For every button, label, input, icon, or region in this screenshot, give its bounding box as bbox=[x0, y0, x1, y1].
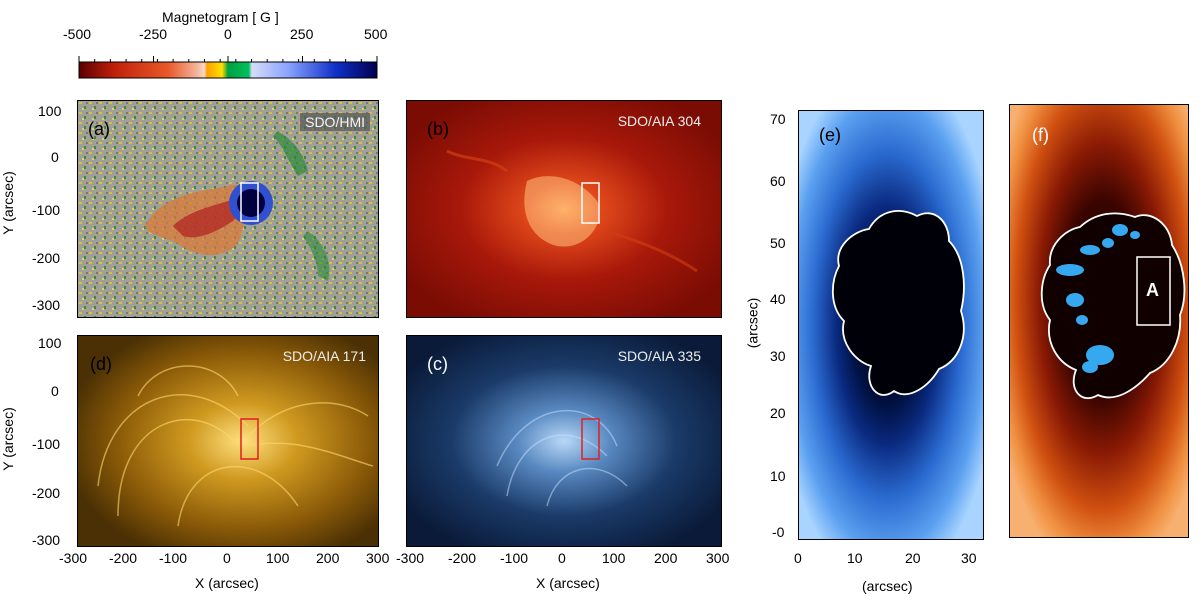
ytick-top-neg100: -100 bbox=[32, 202, 61, 218]
xtick-l-100: 100 bbox=[266, 550, 290, 566]
xtick-r-neg300: -300 bbox=[396, 550, 425, 566]
panel-e-y-title: (arcsec) bbox=[744, 297, 761, 349]
xtick-e-20: 20 bbox=[905, 550, 921, 566]
xtick-l-neg200: -200 bbox=[109, 550, 138, 566]
xtick-e-0: 0 bbox=[794, 550, 802, 566]
xtick-l-neg100: -100 bbox=[159, 550, 188, 566]
panel-d-instrument: SDO/AIA 171 bbox=[282, 348, 366, 364]
panel-e-image bbox=[799, 111, 983, 539]
colorbar-tick-250: 250 bbox=[290, 26, 314, 42]
xtick-l-0: 0 bbox=[223, 550, 231, 566]
ytick-top-100: 100 bbox=[38, 103, 62, 119]
xtick-r-100: 100 bbox=[602, 550, 626, 566]
ytick-bot-100: 100 bbox=[38, 335, 62, 351]
panel-f-tag: (f) bbox=[1032, 125, 1049, 145]
ytick-bot-neg200: -200 bbox=[32, 485, 61, 501]
region-a-label: A bbox=[1146, 280, 1159, 300]
ytick-e-10: 10 bbox=[770, 468, 786, 484]
panel-c-aia335: (c) SDO/AIA 335 bbox=[406, 335, 722, 547]
colorbar-gradient bbox=[78, 61, 378, 79]
ytick-bot-0: 0 bbox=[51, 383, 59, 399]
ytick-e-40: 40 bbox=[770, 291, 786, 307]
xtick-e-30: 30 bbox=[961, 550, 977, 566]
ytick-bot-neg100: -100 bbox=[32, 436, 61, 452]
xtick-r-300: 300 bbox=[706, 550, 730, 566]
panel-c-image bbox=[407, 336, 721, 546]
colorbar-tick-500: 500 bbox=[364, 26, 388, 42]
ytick-e-60: 60 bbox=[770, 173, 786, 189]
panel-a-image bbox=[78, 101, 378, 317]
panel-d-tag: (d) bbox=[90, 354, 112, 374]
xtick-l-200: 200 bbox=[316, 550, 340, 566]
ytick-top-0: 0 bbox=[51, 149, 59, 165]
ytick-e-20: 20 bbox=[770, 405, 786, 421]
panel-e-sunspot-continuum: (e) bbox=[798, 110, 984, 540]
xtick-l-300: 300 bbox=[366, 550, 390, 566]
y-axis-title-bottom: Y (arcsec) bbox=[0, 407, 16, 471]
ytick-e-70: 70 bbox=[770, 111, 786, 127]
x-axis-title-right: X (arcsec) bbox=[536, 575, 600, 591]
panel-d-aia171: (d) SDO/AIA 171 bbox=[77, 335, 379, 547]
xtick-l-neg300: -300 bbox=[59, 550, 88, 566]
colorbar-tick-neg250: -250 bbox=[139, 26, 168, 42]
ytick-top-neg200: -200 bbox=[32, 250, 61, 266]
colorbar-ticks bbox=[78, 56, 378, 62]
ytick-e-50: 50 bbox=[770, 235, 786, 251]
panel-a-tag: (a) bbox=[88, 119, 110, 139]
ytick-bot-neg300: -300 bbox=[32, 532, 61, 548]
panel-f-image bbox=[1010, 105, 1188, 537]
xtick-r-200: 200 bbox=[654, 550, 678, 566]
ytick-top-neg300: -300 bbox=[32, 297, 61, 313]
panel-e-x-title: (arcsec) bbox=[862, 578, 913, 594]
colorbar-svg bbox=[78, 56, 378, 79]
panel-a-instrument: SDO/HMI bbox=[300, 113, 370, 131]
panel-b-aia304: (b) SDO/AIA 304 bbox=[406, 100, 722, 318]
xtick-r-0: 0 bbox=[558, 550, 566, 566]
y-axis-title-top: Y (arcsec) bbox=[0, 171, 16, 235]
colorbar-title: Magnetogram [ G ] bbox=[162, 9, 279, 25]
xtick-r-neg100: -100 bbox=[500, 550, 529, 566]
x-axis-title-left: X (arcsec) bbox=[195, 575, 259, 591]
panel-c-tag: (c) bbox=[427, 354, 448, 374]
colorbar-tick-0: 0 bbox=[224, 26, 232, 42]
panel-a-hmi: (a) SDO/HMI bbox=[77, 100, 379, 318]
panel-b-tag: (b) bbox=[427, 119, 449, 139]
colorbar bbox=[78, 34, 378, 79]
panel-d-image bbox=[78, 336, 378, 546]
panel-c-instrument: SDO/AIA 335 bbox=[617, 348, 701, 364]
panel-f-sunspot-chromosphere: (f) A bbox=[1009, 104, 1189, 538]
xtick-r-neg200: -200 bbox=[448, 550, 477, 566]
ytick-e-30: 30 bbox=[770, 348, 786, 364]
colorbar-tick-neg500: -500 bbox=[63, 26, 92, 42]
panel-e-tag: (e) bbox=[819, 125, 841, 145]
xtick-e-10: 10 bbox=[847, 550, 863, 566]
panel-b-image bbox=[407, 101, 721, 317]
ytick-e-0: -0 bbox=[772, 524, 785, 540]
panel-b-instrument: SDO/AIA 304 bbox=[617, 113, 701, 129]
